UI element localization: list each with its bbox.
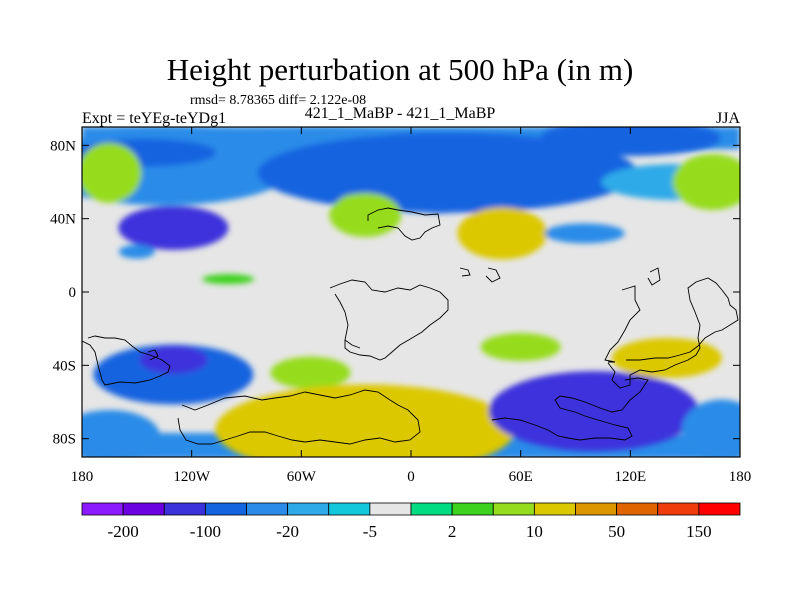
field-region-nw-ridge (82, 142, 142, 203)
field-region-se-pacific-low (681, 399, 740, 457)
colorbar-box (533, 502, 576, 516)
field-region-siberia-arctic-low (540, 127, 721, 156)
colorbar-box (287, 502, 330, 516)
field-region-small-pacific-low (118, 244, 155, 259)
colorbar-box (698, 502, 741, 516)
chart-title: Height perturbation at 500 hPa (in m) (166, 52, 634, 87)
x-tick-label: 120E (614, 469, 646, 485)
field-region-s-pacific-low (93, 344, 254, 405)
colorbar-box (451, 502, 494, 516)
field-region-central-asia-low (383, 161, 494, 214)
x-tick-label: 120W (173, 469, 211, 485)
field-region-pacific-low-core (146, 213, 219, 242)
y-tick-label: 40N (50, 212, 76, 228)
colorbar-box (616, 502, 659, 516)
field-region-indian-ocean-low-core (513, 388, 674, 445)
x-tick-label: 60E (509, 469, 533, 485)
field-region-s-pacific-low-core (139, 345, 208, 374)
colorbar-label: 50 (608, 522, 625, 541)
field-region-ne-ridge (672, 154, 740, 210)
colorbar-box (204, 502, 247, 516)
colorbar-box (492, 502, 535, 516)
colorbar-label: 10 (526, 522, 543, 541)
colorbar-label: 2 (448, 522, 457, 541)
x-tick-label: 180 (71, 469, 94, 485)
field-region-tropical-strip (202, 274, 255, 285)
y-tick-label: 40S (53, 358, 76, 374)
y-tick-label: 80S (53, 432, 76, 448)
field-region-e-med-low (544, 223, 625, 244)
field-layer (82, 127, 740, 457)
colorbar-box (657, 502, 700, 516)
colorbar-label: -5 (363, 522, 377, 541)
plot-area (82, 127, 740, 457)
field-region-sw-atlantic-high (270, 356, 351, 389)
y-tick-label: 0 (69, 285, 77, 301)
field-contours (82, 127, 740, 457)
colorbar-label: -100 (190, 522, 221, 541)
experiment-label: Expt = teYEg-teYDg1 (82, 110, 227, 127)
colorbar-box (81, 502, 124, 516)
colorbar-box (163, 502, 206, 516)
colorbar-box (410, 502, 453, 516)
x-tick-label: 180 (729, 469, 752, 485)
x-tick-label: 0 (407, 469, 415, 485)
field-region-n-atlantic-high-core (338, 194, 375, 214)
stats-line: rmsd= 8.78365 diff= 2.122e-08 (190, 93, 367, 108)
colorbar-box (122, 502, 165, 516)
colorbar-label: -20 (276, 522, 299, 541)
colorbar-box (246, 502, 289, 516)
y-tick-label: 80N (50, 138, 76, 154)
coastlines (82, 207, 739, 445)
colorbar-box (328, 502, 371, 516)
field-region-far-south-low (82, 410, 160, 457)
colorbar-box (369, 502, 412, 516)
colorbar: -200 -100 -20 -5 2 10 50 150 (81, 502, 741, 541)
field-region-indian-high (480, 333, 561, 361)
colorbar-box (575, 502, 618, 516)
colorbar-label: -200 (108, 522, 139, 541)
x-tick-label: 60W (287, 469, 317, 485)
axis-layer: 80N 40N 0 40S 80S 180 120W 60W 0 60E 120E 180 (50, 127, 751, 485)
field-region-europe-high-core (472, 217, 533, 246)
colorbar-label: 150 (686, 522, 712, 541)
runs-label: 421_1_MaBP - 421_1_MaBP (304, 105, 496, 122)
field-region-s-atlantic-high-core (264, 399, 485, 457)
season-label: JJA (715, 110, 740, 127)
